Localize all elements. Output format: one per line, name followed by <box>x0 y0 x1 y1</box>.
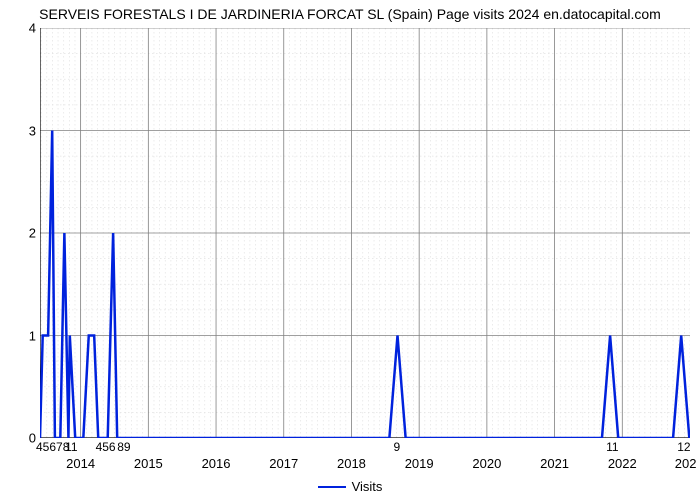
major-grid-h <box>40 28 690 438</box>
x-secondary-label: 11 <box>606 440 618 454</box>
x-secondary-label: 89 <box>117 440 130 454</box>
y-tick-label: 1 <box>6 328 36 343</box>
x-tick-label: 2019 <box>405 456 434 471</box>
y-tick-label: 2 <box>6 226 36 241</box>
y-tick-label: 4 <box>6 21 36 36</box>
legend-label: Visits <box>352 479 383 494</box>
x-secondary-label: 12 <box>677 440 690 454</box>
x-tick-label: 2016 <box>202 456 231 471</box>
x-secondary-label: 456 <box>96 440 116 454</box>
x-tick-label: 2017 <box>269 456 298 471</box>
x-tick-label: 2018 <box>337 456 366 471</box>
y-tick-label: 3 <box>6 123 36 138</box>
x-tick-label: 2021 <box>540 456 569 471</box>
x-tick-label: 2022 <box>608 456 637 471</box>
x-tick-label: 2014 <box>66 456 95 471</box>
chart-title: SERVEIS FORESTALS I DE JARDINERIA FORCAT… <box>0 6 700 22</box>
plot-area <box>40 28 690 438</box>
x-tick-label: 2015 <box>134 456 163 471</box>
legend-swatch <box>318 486 346 488</box>
x-secondary-label: 11 <box>65 440 77 454</box>
y-tick-label: 0 <box>6 431 36 446</box>
legend: Visits <box>0 478 700 494</box>
x-tick-label-end: 202 <box>675 456 697 471</box>
x-secondary-label: 9 <box>394 440 401 454</box>
chart-svg <box>40 28 690 438</box>
x-tick-label: 2020 <box>472 456 501 471</box>
